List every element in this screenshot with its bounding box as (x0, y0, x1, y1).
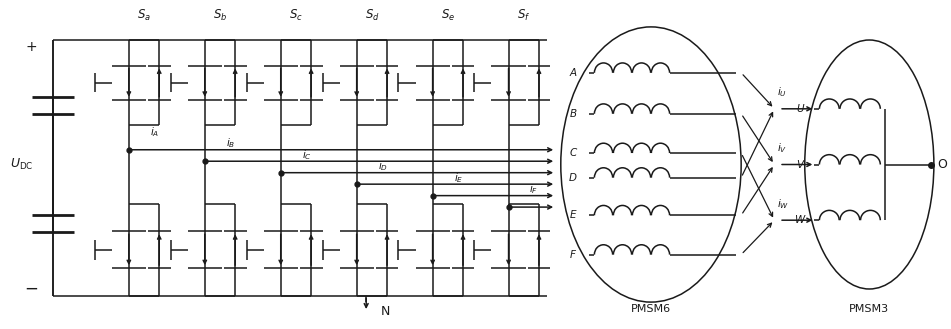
Text: F: F (571, 250, 576, 260)
Text: $i_B$: $i_B$ (225, 136, 235, 150)
Text: E: E (570, 210, 576, 220)
Text: $i_E$: $i_E$ (454, 171, 463, 185)
Text: O: O (938, 158, 947, 171)
Text: PMSM6: PMSM6 (631, 304, 671, 314)
Text: B: B (570, 109, 576, 119)
Text: V: V (796, 160, 804, 169)
Text: $S_e$: $S_e$ (440, 8, 455, 23)
Text: A: A (570, 68, 576, 78)
Text: $i_A$: $i_A$ (149, 125, 159, 139)
Text: $i_F$: $i_F$ (530, 182, 538, 196)
Text: $i_W$: $i_W$ (777, 197, 789, 211)
Text: U: U (796, 104, 804, 114)
Text: $i_D$: $i_D$ (378, 159, 388, 173)
Text: $U_{\rm DC}$: $U_{\rm DC}$ (10, 157, 33, 172)
Text: $S_a$: $S_a$ (137, 8, 151, 23)
Text: $i_V$: $i_V$ (777, 141, 787, 155)
Text: −: − (24, 280, 38, 298)
Text: $S_f$: $S_f$ (517, 8, 531, 23)
Text: PMSM3: PMSM3 (849, 304, 889, 314)
Text: $S_b$: $S_b$ (213, 8, 227, 23)
Text: +: + (26, 39, 37, 54)
Text: $S_d$: $S_d$ (364, 8, 379, 23)
Text: C: C (570, 148, 576, 158)
Text: $i_C$: $i_C$ (301, 148, 312, 162)
Text: N: N (380, 305, 390, 318)
Text: D: D (569, 173, 577, 183)
Text: W: W (795, 215, 805, 225)
Text: $i_U$: $i_U$ (777, 86, 787, 99)
Text: $S_c$: $S_c$ (289, 8, 302, 23)
